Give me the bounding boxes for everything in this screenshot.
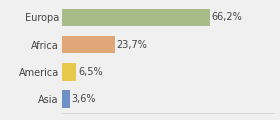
Text: 66,2%: 66,2% [212, 12, 242, 22]
Text: 23,7%: 23,7% [116, 40, 147, 50]
Text: 6,5%: 6,5% [78, 67, 102, 77]
Bar [62, 63, 76, 81]
Bar [62, 90, 70, 108]
Bar [62, 36, 115, 53]
Text: 3,6%: 3,6% [71, 94, 96, 104]
Bar [62, 9, 210, 26]
